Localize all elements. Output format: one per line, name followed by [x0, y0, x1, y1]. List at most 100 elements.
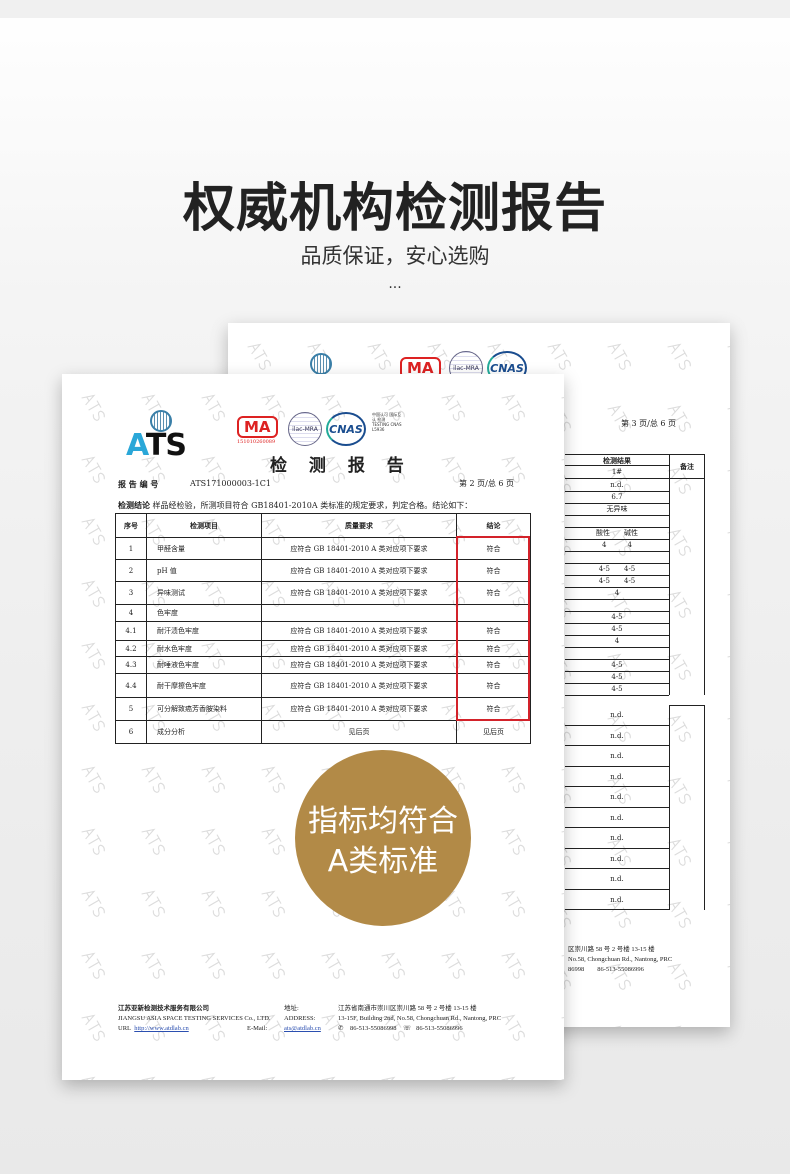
row-result: 符合: [456, 673, 531, 698]
remark-column: [669, 705, 705, 910]
row-seq: 2: [115, 559, 147, 582]
result-row: 4-5: [565, 671, 669, 684]
ats-globe-icon: [150, 410, 172, 432]
row-seq: 1: [115, 537, 147, 560]
url-link[interactable]: http://www.atdlab.cn: [134, 1025, 189, 1032]
cma-code: 151010260089: [237, 439, 276, 445]
row-requirement: 应符合 GB 18401-2010 A 类对应项下要求: [261, 697, 457, 721]
result-row: 4-5: [565, 659, 669, 672]
row-requirement: 应符合 GB 18401-2010 A 类对应项下要求: [261, 559, 457, 582]
email-label: E-Mail:: [247, 1025, 268, 1032]
address-label: 地址:: [284, 1005, 299, 1012]
table-row: 1 甲醛含量 应符合 GB 18401-2010 A 类对应项下要求 符合: [115, 537, 531, 560]
remark-column: [669, 479, 705, 695]
cnas-logo: CNAS: [326, 412, 366, 446]
row-seq: 6: [115, 720, 147, 744]
result-row: 酸性 碱性: [565, 527, 669, 540]
compliance-badge: 指标均符合 A类标准: [295, 750, 471, 926]
ats-logo: ATS: [126, 428, 187, 463]
nd-row: n.d.: [565, 869, 669, 890]
ats-globe-icon: [310, 353, 332, 375]
row-requirement: [261, 604, 457, 622]
result-row: [565, 647, 669, 660]
row-item: 甲醛含量: [146, 537, 262, 560]
row-requirement: 应符合 GB 18401-2010 A 类对应项下要求: [261, 640, 457, 657]
row-requirement: 应符合 GB 18401-2010 A 类对应项下要求: [261, 656, 457, 674]
badge-line-2: A类标准: [327, 844, 439, 879]
page-subtitle: 品质保证，安心选购: [300, 244, 490, 268]
row-item: 耐汗渍色牢度: [146, 621, 262, 641]
row-seq: 4: [115, 604, 147, 622]
table-row: 4.1 耐汗渍色牢度 应符合 GB 18401-2010 A 类对应项下要求 符合: [115, 621, 531, 641]
table-row: 3 异味测试 应符合 GB 18401-2010 A 类对应项下要求 符合: [115, 581, 531, 605]
col-requirement: 质量要求: [261, 513, 457, 538]
row-item: 成分分析: [146, 720, 262, 744]
table-row: 4 色牢度: [115, 604, 531, 622]
footer-phone: 86998 86-513-55086996: [568, 966, 644, 973]
company-en: JIANGSU ASIA SPACE TESTING SERVICES Co.,…: [118, 1015, 271, 1022]
result-header: 检测结果: [565, 454, 669, 466]
nd-row: n.d.: [565, 726, 669, 746]
report-page-2: ATS MA 151010260089 ilac-MRA CNAS 中国认可 国…: [62, 374, 564, 1080]
nd-row: n.d.: [565, 767, 669, 787]
row-item: 耐干摩擦色牢度: [146, 673, 262, 698]
page-title: 权威机构检测报告: [182, 179, 607, 239]
fax: 86-513-55086996: [416, 1025, 463, 1032]
result-row: 4-5 4-5: [565, 575, 669, 588]
report-title: 检 测 报 告: [270, 456, 412, 476]
report-no-label: 报 告 编 号: [118, 479, 159, 489]
conclusion-text: 样品经检验，所测项目符合 GB18401-2010A 类标准的规定要求，判定合格…: [152, 501, 473, 510]
test-table: 序号 检测项目 质量要求 结论 1 甲醛含量 应符合 GB 18401-2010 A…: [115, 513, 531, 744]
row-seq: 4.4: [115, 673, 147, 698]
result-row: 4-5 4-5: [565, 563, 669, 576]
col-item: 检测项目: [146, 513, 262, 538]
page-info: 第 3 页/总 6 页: [621, 419, 677, 428]
url-label: URL: [118, 1025, 131, 1032]
page-info: 第 2 页/总 6 页: [459, 479, 515, 488]
nd-row: n.d.: [565, 828, 669, 849]
row-result: 见后页: [456, 720, 531, 744]
table-row: 5 可分解致癌芳香胺染料 应符合 GB 18401-2010 A 类对应项下要求 符合: [115, 697, 531, 721]
badge-line-1: 指标均符合: [308, 804, 458, 839]
nd-row: n.d.: [565, 890, 669, 910]
row-requirement: 应符合 GB 18401-2010 A 类对应项下要求: [261, 537, 457, 560]
report-no: ATS171000003-1C1: [190, 479, 271, 488]
top-bar: [0, 0, 790, 18]
row-seq: 4.3: [115, 656, 147, 674]
row-item: pH 值: [146, 559, 262, 582]
ellipsis: ...: [388, 276, 402, 292]
col-seq: 序号: [115, 513, 147, 538]
col-result: 结论: [456, 513, 531, 538]
email-link[interactable]: ats@atdlab.cn: [284, 1025, 321, 1032]
row-item: 耐唾液色牢度: [146, 656, 262, 674]
result-row: 4 4: [565, 539, 669, 552]
nd-row: n.d.: [565, 849, 669, 869]
ilac-logo: ilac-MRA: [288, 412, 322, 446]
result-row: [565, 551, 669, 564]
remark-header: 备注: [669, 454, 705, 479]
cnas-note: 中国认可 国际互认 检测 TESTING CNAS L5936: [372, 412, 402, 432]
row-requirement: 应符合 GB 18401-2010 A 类对应项下要求: [261, 673, 457, 698]
nd-row: n.d.: [565, 808, 669, 828]
row-seq: 3: [115, 581, 147, 605]
table-row: 4.4 耐干摩擦色牢度 应符合 GB 18401-2010 A 类对应项下要求 符合: [115, 673, 531, 698]
result-row: 4: [565, 587, 669, 600]
conclusion-label: 检测结论: [118, 500, 150, 510]
row-seq: 5: [115, 697, 147, 721]
row-item: 色牢度: [146, 604, 262, 622]
row-requirement: 应符合 GB 18401-2010 A 类对应项下要求: [261, 581, 457, 605]
result-row: 4-5: [565, 611, 669, 624]
row-item: 耐水色牢度: [146, 640, 262, 657]
footer-address-en: No.58, Chongchuan Rd., Nantong, PRC: [568, 956, 673, 963]
phone-icon: ✆: [338, 1025, 344, 1032]
nd-row: n.d.: [565, 705, 669, 726]
table-row: 6 成分分析 见后页 见后页: [115, 720, 531, 744]
footer-address: 区崇川路 58 号 2 号楼 13-15 楼: [568, 946, 655, 953]
row-item: 可分解致癌芳香胺染料: [146, 697, 262, 721]
nd-row: n.d.: [565, 746, 669, 767]
result-row: [565, 599, 669, 612]
row-requirement: 应符合 GB 18401-2010 A 类对应项下要求: [261, 621, 457, 641]
nd-row: n.d.: [565, 787, 669, 808]
result-row: 4: [565, 635, 669, 648]
address-label-en: ADDRESS:: [284, 1015, 316, 1022]
